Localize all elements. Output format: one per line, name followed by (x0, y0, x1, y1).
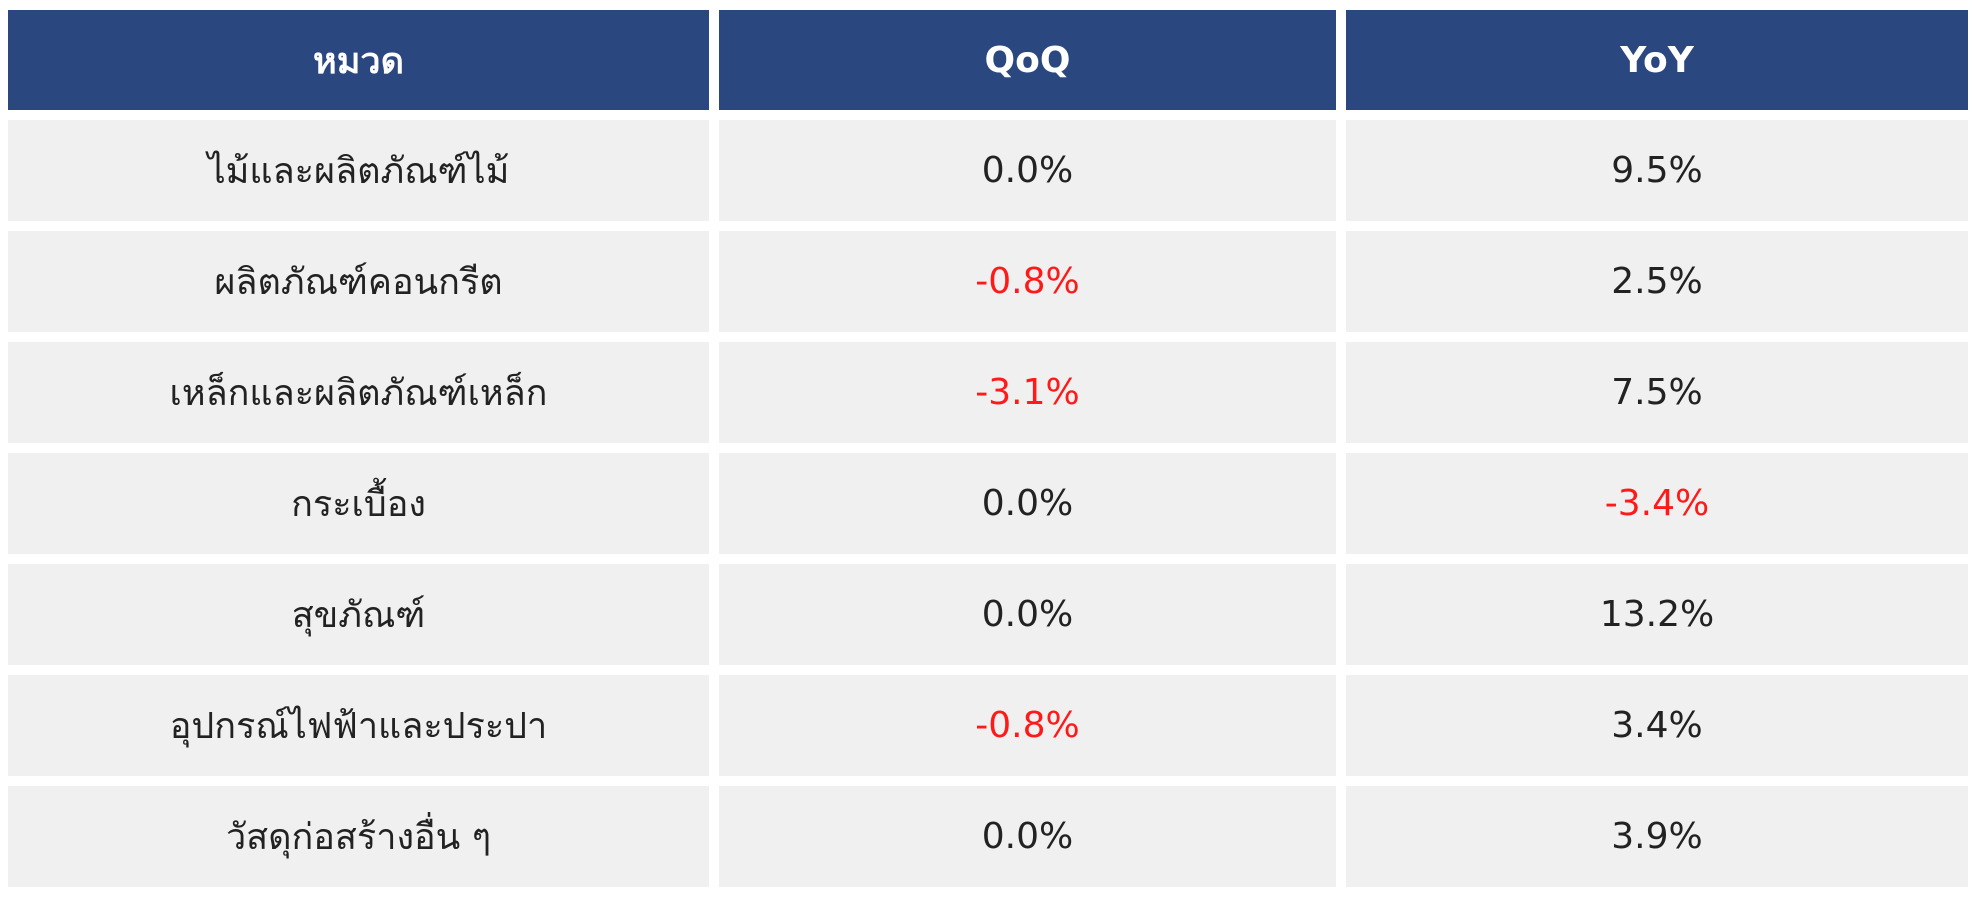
value-cell: -3.1% (719, 342, 1336, 443)
category-cell: กระเบื้อง (8, 453, 709, 554)
category-cell: ไม้และผลิตภัณฑ์ไม้ (8, 120, 709, 221)
value-cell: 7.5% (1346, 342, 1968, 443)
value-cell: 2.5% (1346, 231, 1968, 332)
value-cell: 9.5% (1346, 120, 1968, 221)
table: หมวด QoQ YoY ไม้และผลิตภัณฑ์ไม้ 0.0% 9.5% ผลิต… (8, 10, 1968, 887)
value-cell: 0.0% (719, 786, 1336, 887)
category-cell: วัสดุก่อสร้างอื่น ๆ (8, 786, 709, 887)
category-cell: สุขภัณฑ์ (8, 564, 709, 665)
header-cell: YoY (1346, 10, 1968, 110)
header-cell: QoQ (719, 10, 1336, 110)
value-cell: -0.8% (719, 231, 1336, 332)
category-cell: อุปกรณ์ไฟฟ้าและประปา (8, 675, 709, 776)
value-cell: 3.9% (1346, 786, 1968, 887)
value-cell: 3.4% (1346, 675, 1968, 776)
value-cell: 0.0% (719, 564, 1336, 665)
value-cell: 0.0% (719, 453, 1336, 554)
category-cell: เหล็กและผลิตภัณฑ์เหล็ก (8, 342, 709, 443)
value-cell: 0.0% (719, 120, 1336, 221)
value-cell: 13.2% (1346, 564, 1968, 665)
category-cell: ผลิตภัณฑ์คอนกรีต (8, 231, 709, 332)
value-cell: -0.8% (719, 675, 1336, 776)
header-cell: หมวด (8, 10, 709, 110)
value-cell: -3.4% (1346, 453, 1968, 554)
